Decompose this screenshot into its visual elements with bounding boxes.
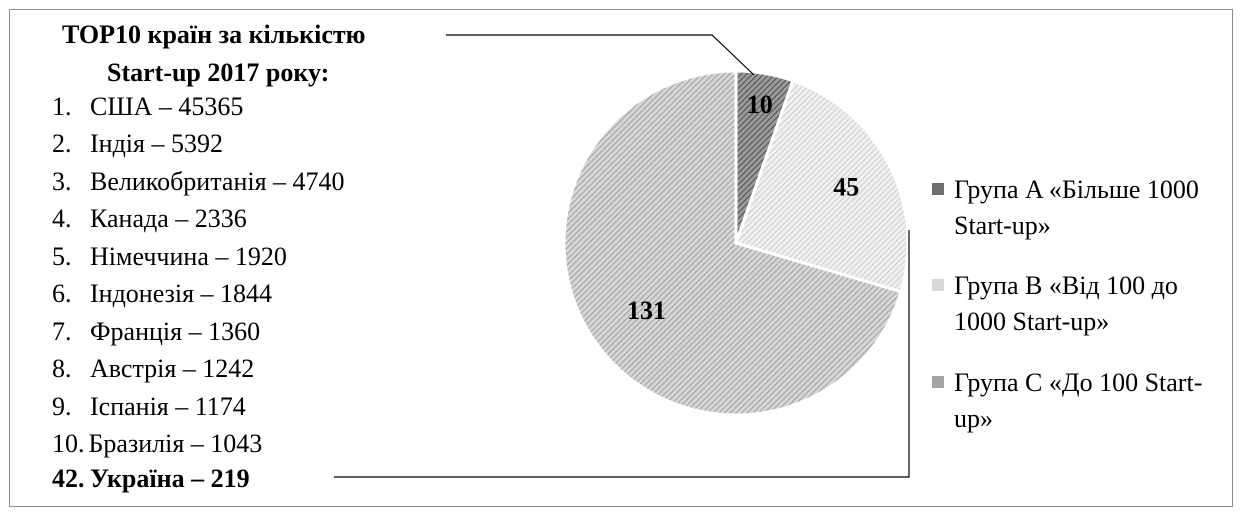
list-item: 10. Бразилія – 1043 [52, 427, 262, 461]
legend-label: Група C «До 100 Start-up» [954, 368, 1203, 433]
list-item-text: Бразилія – 1043 [88, 429, 263, 458]
pie-data-label: 131 [627, 296, 666, 325]
list-item-text: США – 45365 [90, 92, 244, 121]
list-item: 4. Канада – 2336 [52, 202, 247, 236]
legend-swatch-group-c [932, 376, 944, 388]
legend-label: Група B «Від 100 до 1000 Start-up» [954, 271, 1178, 336]
list-item-text: Великобританія – 4740 [90, 167, 345, 196]
list-item-text: Канада – 2336 [90, 204, 247, 233]
list-title-line-2: Start-up 2017 року: [107, 58, 330, 87]
list-item: 6. Індонезія – 1844 [52, 277, 272, 311]
pie-data-label: 45 [833, 173, 859, 202]
list-item: 8. Австрія – 1242 [52, 352, 254, 386]
list-item-number: 1. [52, 92, 72, 121]
list-item-number: 7. [52, 317, 72, 346]
list-item-text: Індія – 5392 [90, 129, 223, 158]
pie-slice-group-b [734, 78, 910, 294]
pie-slice-group-c [562, 69, 903, 417]
list-item: 2. Індія – 5392 [52, 127, 223, 161]
connector-title-line [446, 34, 755, 76]
connector-lines [334, 34, 910, 478]
pie-data-label: 10 [747, 90, 773, 119]
list-item-number: 5. [52, 242, 72, 271]
list-item-ukraine: 42. Україна – 219 [52, 462, 250, 496]
list-item-number: 8. [52, 354, 72, 383]
list-item-number: 6. [52, 279, 72, 308]
list-item-number: 42. [52, 464, 85, 493]
legend-swatch-group-a [932, 183, 944, 195]
list-item-number: 4. [52, 204, 72, 233]
list-item: 5. Німеччина – 1920 [52, 240, 287, 274]
legend-label: Група A «Більше 1000 Start-up» [954, 175, 1199, 240]
list-item: 3. Великобританія – 4740 [52, 165, 345, 199]
list-item-text: Іспанія – 1174 [90, 392, 246, 421]
list-item: 9. Іспанія – 1174 [52, 390, 246, 424]
legend-swatch-group-b [932, 279, 944, 291]
list-item-text: Австрія – 1242 [90, 354, 255, 383]
list-item: 1. США – 45365 [52, 90, 243, 124]
list-title-line-1: TOP10 країн за кількістю [62, 20, 366, 49]
connector-ukraine-line [334, 230, 910, 478]
list-item-text: Україна – 219 [90, 464, 250, 493]
chart-frame [9, 9, 1233, 507]
list-item-number: 9. [52, 392, 72, 421]
list-item: 7. Франція – 1360 [52, 315, 260, 349]
list-item-number: 3. [52, 167, 72, 196]
list-item-number: 10. [52, 429, 85, 458]
list-item-text: Франція – 1360 [90, 317, 261, 346]
list-item-text: Німеччина – 1920 [90, 242, 287, 271]
list-item-number: 2. [52, 129, 72, 158]
list-item-text: Індонезія – 1844 [90, 279, 273, 308]
